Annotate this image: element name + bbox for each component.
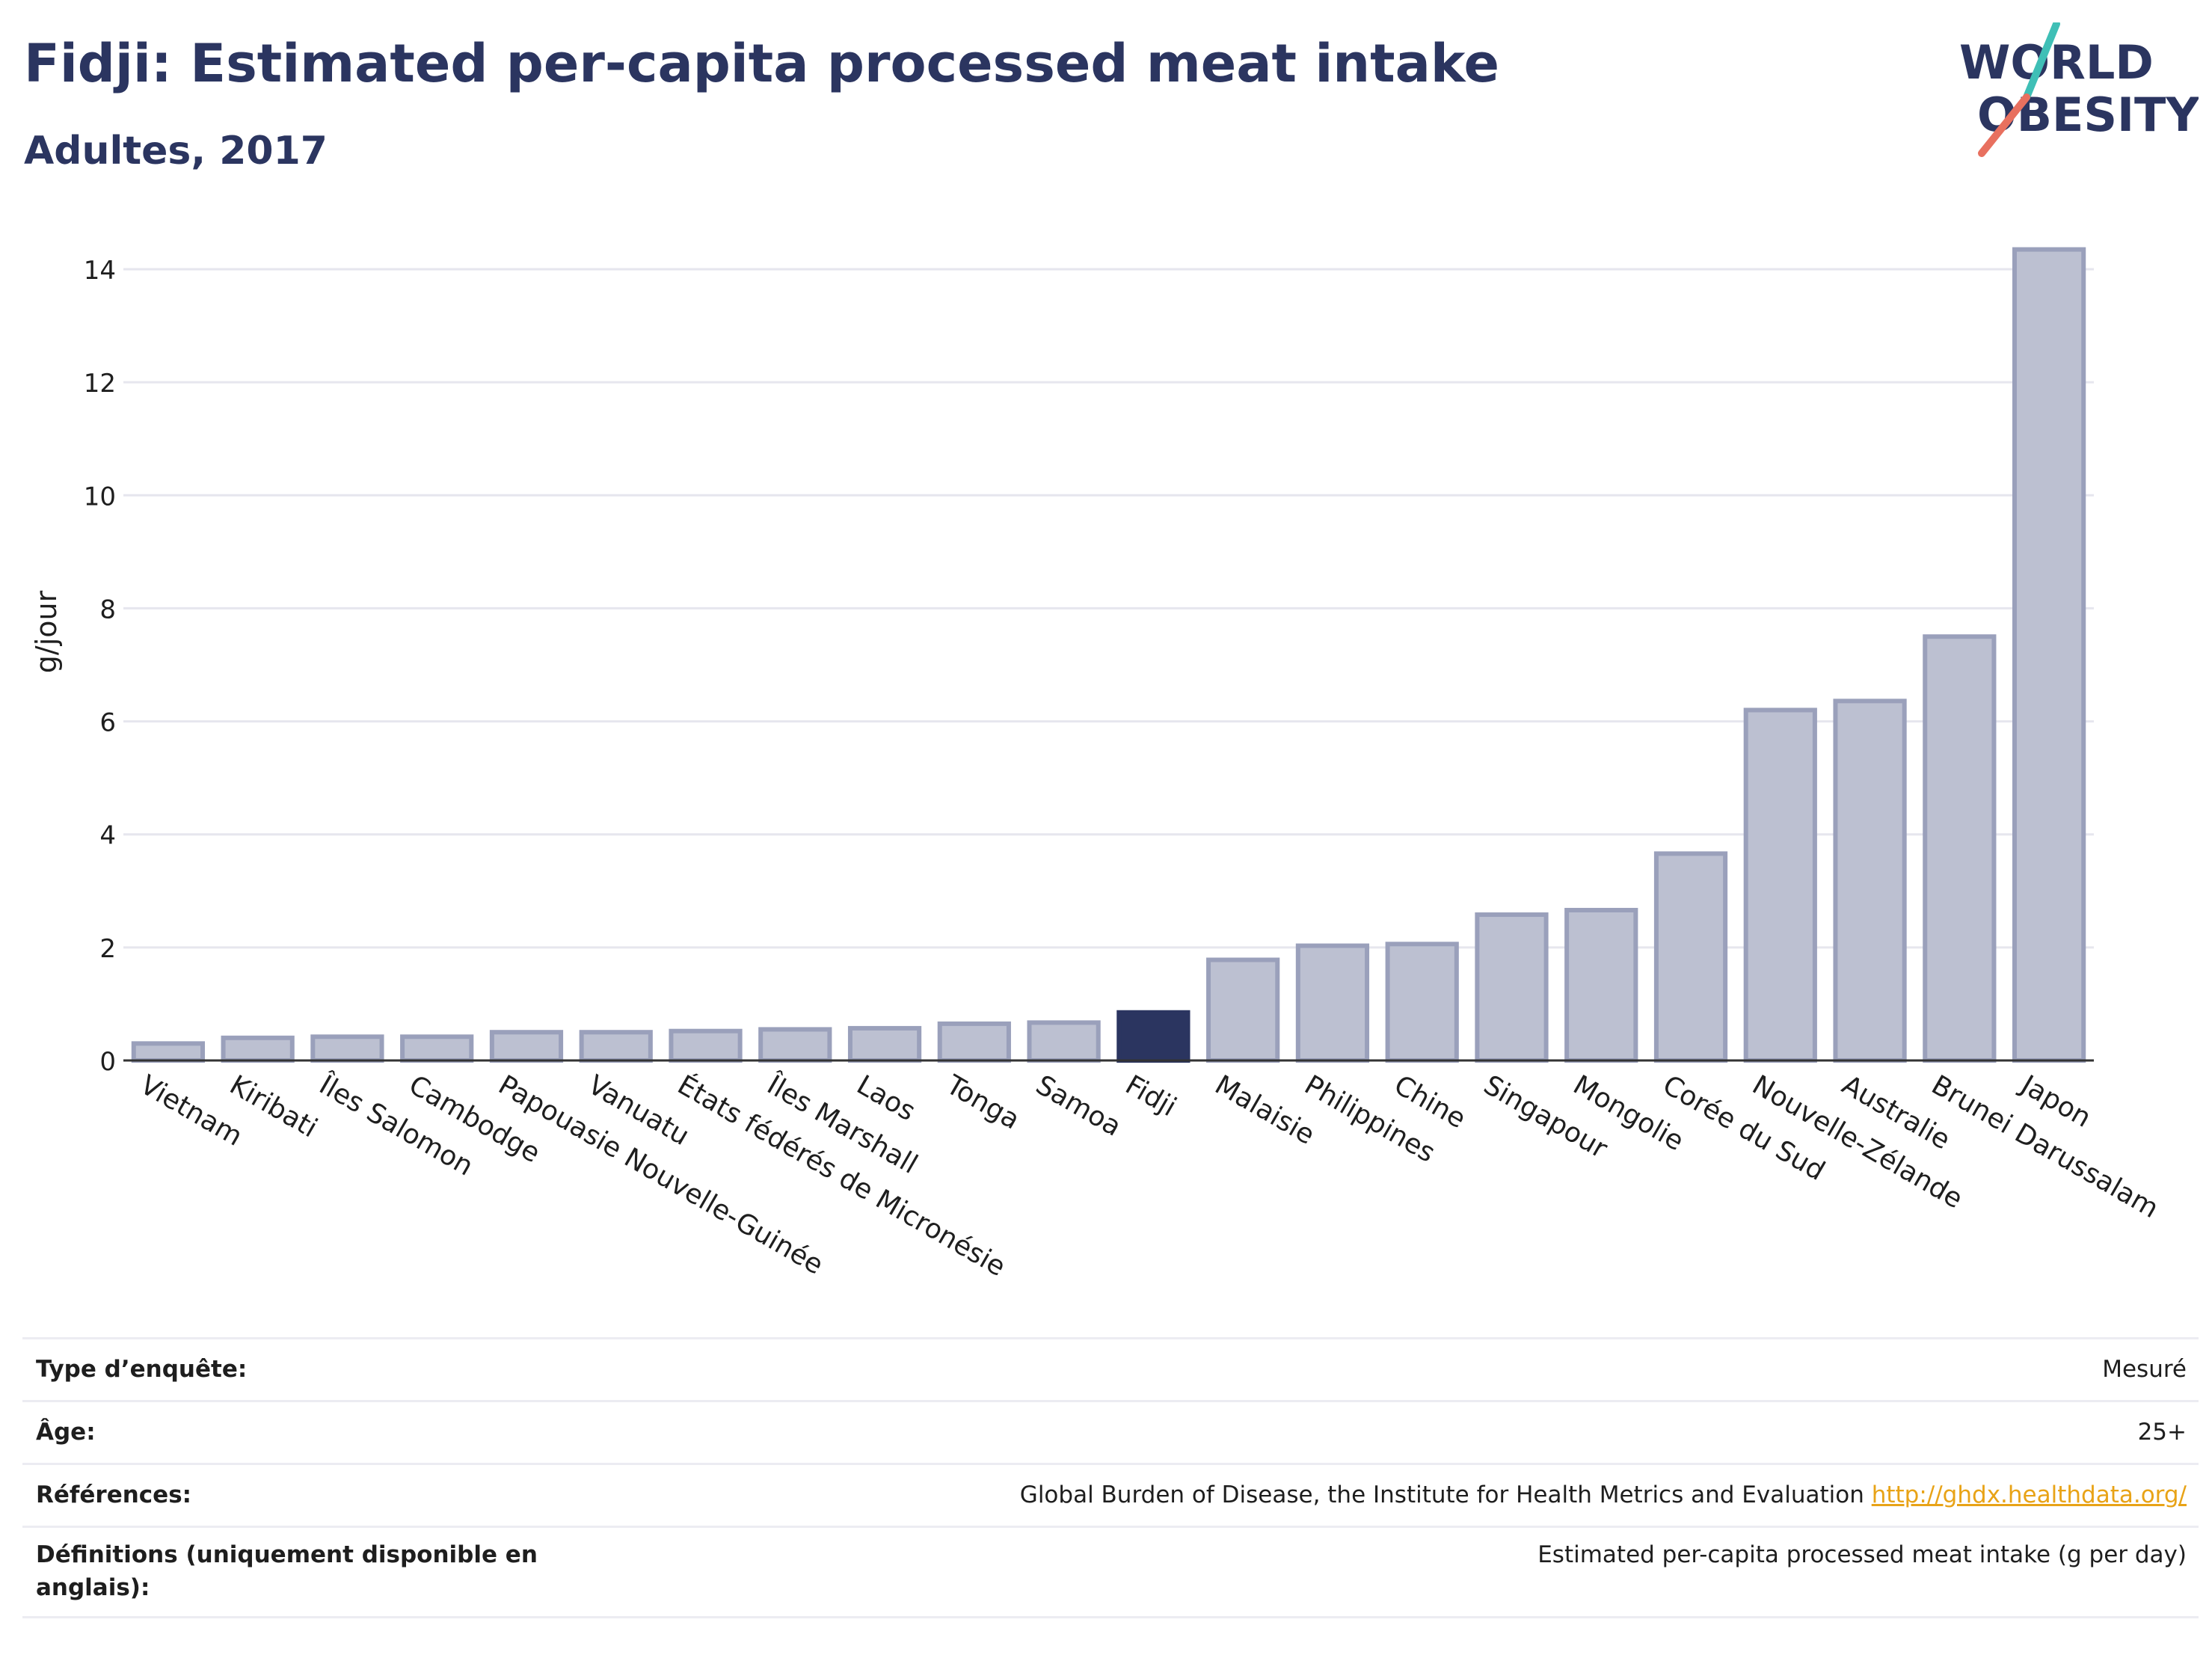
bar-1 <box>221 1035 295 1063</box>
page-subtitle: Adultes, 2017 <box>24 129 328 174</box>
info-value: 25+ <box>2138 1416 2187 1449</box>
x-tick-label: Îles Salomon <box>313 1069 479 1182</box>
bar-12 <box>1206 957 1280 1063</box>
bar-17 <box>1653 851 1728 1063</box>
y-tick-label: 2 <box>99 934 116 964</box>
logo-text-world: WORLD <box>1959 35 2154 90</box>
logo-slash-coral <box>1978 93 2030 157</box>
info-row: Âge: 25+ <box>22 1400 2199 1463</box>
y-tick-label: 8 <box>99 595 116 624</box>
info-table: Type d’enquête: Mesuré Âge: 25+ Références: G… <box>22 1337 2199 1618</box>
x-tick-label: Samoa <box>1030 1069 1126 1143</box>
bar-18 <box>1743 707 1817 1063</box>
info-row: Type d’enquête: Mesuré <box>22 1337 2199 1400</box>
info-value: Estimated per-capita processed meat inta… <box>1537 1538 2187 1571</box>
info-row: Définitions (uniquement disponible en an… <box>22 1526 2199 1618</box>
logo-slash-teal <box>2023 22 2060 101</box>
info-value-text: Global Burden of Disease, the Institute … <box>1019 1481 1864 1508</box>
world-obesity-logo: WORLD OBESITY <box>1959 22 2199 157</box>
info-label: Références: <box>36 1481 192 1508</box>
info-value-text: 25+ <box>2137 1419 2187 1446</box>
info-value-text: Estimated per-capita processed meat inta… <box>1537 1541 2187 1568</box>
x-tick-label: Malaisie <box>1210 1069 1320 1151</box>
bar-13 <box>1295 943 1370 1063</box>
bars <box>131 247 2086 1063</box>
bar-4 <box>489 1030 564 1063</box>
y-tick-label: 10 <box>84 482 116 512</box>
reference-link[interactable]: http://ghdx.healthdata.org/ <box>1871 1481 2187 1508</box>
y-tick-label: 12 <box>84 369 116 399</box>
info-value: Mesuré <box>2102 1353 2187 1386</box>
bar-15 <box>1475 912 1549 1063</box>
y-tick-label: 0 <box>99 1047 116 1077</box>
bar-0 <box>131 1041 205 1063</box>
info-label: Type d’enquête: <box>36 1356 248 1383</box>
bar-7 <box>758 1027 832 1063</box>
x-tick-label: Tonga <box>940 1069 1024 1136</box>
info-value: Global Burden of Disease, the Institute … <box>1020 1479 2187 1511</box>
x-tick-label: Fidji <box>1120 1069 1182 1123</box>
bar-9 <box>937 1021 1011 1063</box>
bar-5 <box>579 1030 653 1063</box>
y-tick-label: 6 <box>99 708 116 738</box>
bar-8 <box>847 1025 922 1063</box>
bar-6 <box>669 1028 743 1063</box>
bar-14 <box>1385 942 1459 1063</box>
info-value-text: Mesuré <box>2102 1356 2187 1383</box>
bar-19 <box>1833 698 1907 1063</box>
info-label: Définitions (uniquement disponible en an… <box>36 1541 538 1601</box>
bar-2 <box>310 1034 384 1063</box>
bar-20 <box>1923 634 1997 1063</box>
bar-21 <box>2012 247 2086 1063</box>
y-tick-label: 14 <box>84 256 116 286</box>
bar-10 <box>1027 1020 1101 1063</box>
info-label: Âge: <box>36 1419 96 1446</box>
bar-16 <box>1564 907 1638 1063</box>
y-tick-label: 4 <box>99 821 116 851</box>
y-axis-label: g/jour <box>30 590 63 673</box>
info-row: Références: Global Burden of Disease, the… <box>22 1463 2199 1526</box>
bar-11 <box>1116 1010 1191 1063</box>
bar-3 <box>400 1034 474 1063</box>
x-tick-label: Vietnam <box>135 1069 247 1152</box>
page-title: Fidji: Estimated per-capita processed me… <box>24 33 1499 94</box>
y-axis-ticks: 0 2 4 6 8 10 12 14 <box>84 256 116 1077</box>
